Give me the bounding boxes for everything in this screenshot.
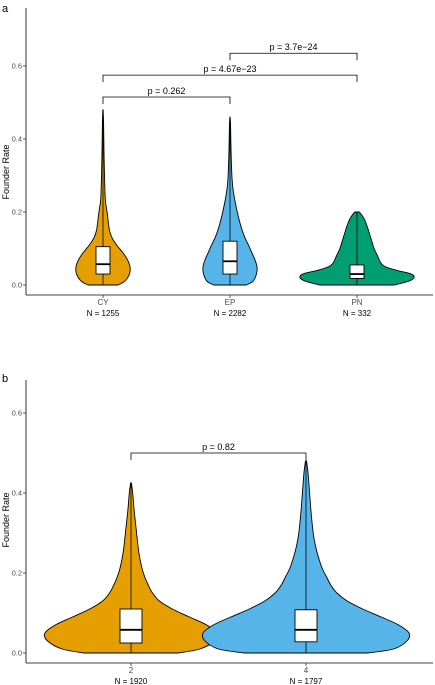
x-category-label: 2 xyxy=(129,666,134,675)
panel-b-x-labels: 2 N = 1920 4 N = 1797 xyxy=(115,663,323,685)
panel-b-label: b xyxy=(2,373,8,385)
box-iqr xyxy=(95,246,111,275)
comparison-bracket xyxy=(130,452,307,460)
y-tick-label: 0.2 xyxy=(12,208,22,217)
panel-a-y-ticks: 0.0 0.2 0.4 0.6 xyxy=(12,62,26,290)
panel-b-y-axis-title: Founder Rate xyxy=(1,492,11,547)
panel-a-comparisons: p = 0.262 p = 4.67e−23 p = 3.7e−24 xyxy=(102,42,358,105)
comparison-bracket xyxy=(229,52,358,61)
panel-a-y-axis-title: Founder Rate xyxy=(1,144,11,199)
comparison-p-value: p = 4.67e−23 xyxy=(203,64,256,74)
y-tick-label: 0.0 xyxy=(12,281,22,290)
panel-b: b Founder Rate 0.0 0.2 0.4 0.6 p = 0.82 2 N … xyxy=(1,373,433,685)
comparison-bracket xyxy=(102,96,231,105)
y-tick-label: 0.2 xyxy=(12,569,22,578)
comparison-p-value: p = 3.7e−24 xyxy=(269,42,317,52)
x-sample-size-label: N = 1920 xyxy=(115,677,148,685)
panel-b-violins xyxy=(44,460,411,654)
y-tick-label: 0.4 xyxy=(12,135,22,144)
x-sample-size-label: N = 2282 xyxy=(214,309,247,318)
box-iqr xyxy=(349,264,365,279)
y-tick-label: 0.4 xyxy=(12,489,22,498)
x-sample-size-label: N = 1255 xyxy=(87,309,120,318)
panel-a-violins xyxy=(75,109,415,286)
x-category-label: PN xyxy=(351,298,362,307)
x-sample-size-label: N = 332 xyxy=(343,309,372,318)
panel-b-comparisons: p = 0.82 xyxy=(130,442,307,460)
box-iqr xyxy=(294,609,318,643)
box-iqr xyxy=(119,608,143,644)
x-category-label: CY xyxy=(97,298,109,307)
box-iqr xyxy=(222,240,238,275)
y-tick-label: 0.0 xyxy=(12,649,22,658)
x-sample-size-label: N = 1797 xyxy=(290,677,323,685)
y-tick-label: 0.6 xyxy=(12,409,22,418)
panel-b-boxplots xyxy=(119,461,318,653)
comparison-p-value: p = 0.82 xyxy=(202,442,235,452)
x-category-label: EP xyxy=(225,298,236,307)
panel-a-x-labels: CY N = 1255 EP N = 2282 PN N = 332 xyxy=(87,295,372,318)
comparison-bracket xyxy=(102,74,358,83)
panel-b-y-ticks: 0.0 0.2 0.4 0.6 xyxy=(12,409,26,658)
panel-a-label: a xyxy=(2,3,9,15)
panel-a-boxplots xyxy=(95,109,365,285)
comparison-p-value: p = 0.262 xyxy=(148,86,186,96)
y-tick-label: 0.6 xyxy=(12,62,22,71)
x-category-label: 4 xyxy=(304,666,309,675)
